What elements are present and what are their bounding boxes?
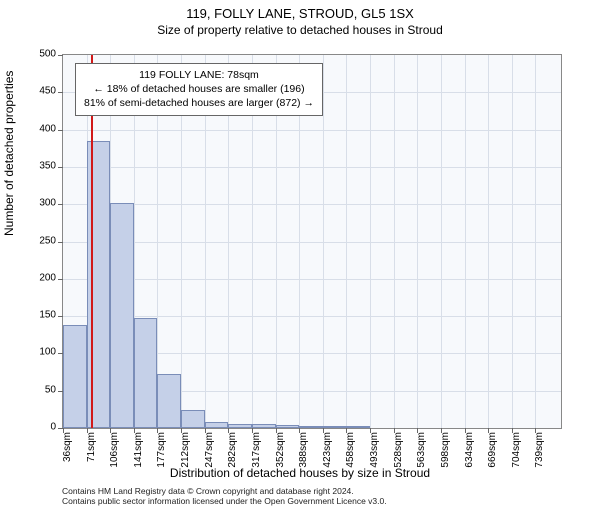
x-tick-label: 282sqm (227, 432, 238, 482)
gridline-x (535, 55, 536, 428)
histogram-bar (87, 141, 111, 428)
y-tick-label: 200 (26, 272, 56, 283)
x-tick-label: 352sqm (275, 432, 286, 482)
x-tick-label: 317sqm (251, 432, 262, 482)
gridline-y (63, 130, 561, 131)
y-tick (58, 92, 63, 93)
x-tick-label: 528sqm (393, 432, 404, 482)
gridline-x (370, 55, 371, 428)
chart-footer: Contains HM Land Registry data © Crown c… (62, 486, 387, 506)
y-tick-label: 0 (26, 422, 56, 433)
annotation-line-2: ← 18% of detached houses are smaller (19… (84, 82, 314, 96)
gridline-y (63, 204, 561, 205)
histogram-bar (205, 422, 229, 428)
x-tick-label: 247sqm (204, 432, 215, 482)
gridline-y (63, 167, 561, 168)
y-tick-label: 100 (26, 347, 56, 358)
gridline-x (465, 55, 466, 428)
x-tick-label: 598sqm (440, 432, 451, 482)
chart-title-main: 119, FOLLY LANE, STROUD, GL5 1SX (0, 6, 600, 21)
y-tick (58, 130, 63, 131)
x-tick-label: 212sqm (180, 432, 191, 482)
x-tick-label: 141sqm (133, 432, 144, 482)
histogram-bar (276, 425, 300, 428)
x-tick-label: 669sqm (487, 432, 498, 482)
marker-annotation: 119 FOLLY LANE: 78sqm ← 18% of detached … (75, 63, 323, 116)
x-tick-label: 71sqm (86, 432, 97, 482)
y-tick-label: 400 (26, 123, 56, 134)
gridline-x (488, 55, 489, 428)
gridline-x (346, 55, 347, 428)
y-tick (58, 242, 63, 243)
gridline-x (394, 55, 395, 428)
histogram-bar (323, 426, 347, 428)
y-tick (58, 167, 63, 168)
x-tick-label: 423sqm (322, 432, 333, 482)
gridline-y (63, 242, 561, 243)
y-tick-label: 150 (26, 310, 56, 321)
x-tick-label: 634sqm (464, 432, 475, 482)
histogram-bar (63, 325, 87, 428)
gridline-x (417, 55, 418, 428)
x-tick-label: 388sqm (298, 432, 309, 482)
x-tick-label: 36sqm (62, 432, 73, 482)
y-tick (58, 279, 63, 280)
y-tick (58, 204, 63, 205)
y-tick (58, 316, 63, 317)
x-tick-label: 563sqm (416, 432, 427, 482)
histogram-bar (181, 410, 205, 428)
y-tick-label: 500 (26, 49, 56, 60)
gridline-x (512, 55, 513, 428)
histogram-bar (299, 426, 323, 428)
histogram-bar (346, 426, 370, 428)
histogram-bar (157, 374, 181, 428)
x-tick-label: 493sqm (369, 432, 380, 482)
histogram-chart: 119 FOLLY LANE: 78sqm ← 18% of detached … (62, 54, 562, 429)
annotation-line-3: 81% of semi-detached houses are larger (… (84, 96, 314, 110)
x-tick-label: 177sqm (156, 432, 167, 482)
y-tick-label: 450 (26, 86, 56, 97)
x-tick-label: 106sqm (109, 432, 120, 482)
y-tick (58, 55, 63, 56)
y-tick-label: 50 (26, 384, 56, 395)
x-tick-label: 458sqm (345, 432, 356, 482)
chart-title-sub: Size of property relative to detached ho… (0, 23, 600, 37)
footer-line-2: Contains public sector information licen… (62, 496, 387, 506)
y-tick-label: 350 (26, 160, 56, 171)
x-tick-label: 739sqm (534, 432, 545, 482)
histogram-bar (228, 424, 252, 428)
y-tick-label: 250 (26, 235, 56, 246)
histogram-bar (252, 424, 276, 428)
annotation-line-1: 119 FOLLY LANE: 78sqm (84, 68, 314, 82)
gridline-x (441, 55, 442, 428)
y-axis-label: Number of detached properties (2, 71, 16, 236)
y-tick-label: 300 (26, 198, 56, 209)
gridline-y (63, 279, 561, 280)
histogram-bar (110, 203, 134, 428)
histogram-bar (134, 318, 158, 428)
x-tick-label: 704sqm (511, 432, 522, 482)
footer-line-1: Contains HM Land Registry data © Crown c… (62, 486, 387, 496)
